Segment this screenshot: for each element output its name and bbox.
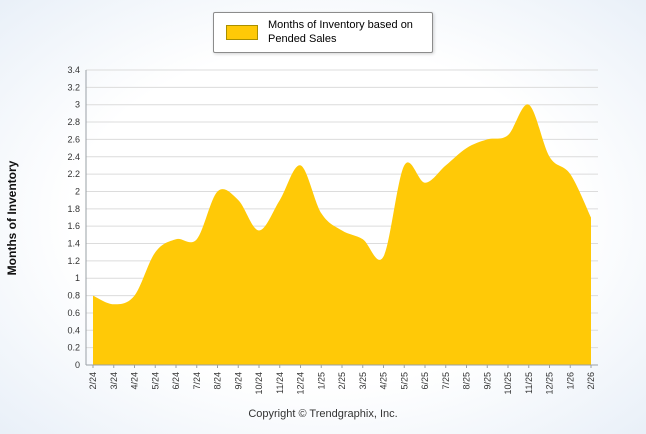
y-tick-label: 0.6 (67, 308, 80, 318)
axes (85, 70, 598, 368)
y-tick-label: 1.4 (67, 239, 80, 249)
y-tick-label: 3.4 (67, 65, 80, 75)
area-series (93, 104, 591, 366)
y-tick-label: 2.2 (67, 169, 80, 179)
x-tick-label: 2/26 (586, 372, 596, 390)
x-tick-label: 7/24 (192, 372, 202, 390)
x-tick-label: 2/25 (337, 372, 347, 390)
y-tick-label: 0.2 (67, 343, 80, 353)
x-tick-label: 4/24 (130, 372, 140, 390)
x-tick-label: 6/25 (420, 372, 430, 390)
legend-swatch-icon (226, 24, 258, 40)
y-tick-label: 1 (75, 273, 80, 283)
y-tick-label: 2 (75, 186, 80, 196)
y-tick-label: 0.8 (67, 291, 80, 301)
x-tick-label: 1/26 (565, 372, 575, 390)
x-tick-label: 5/25 (399, 372, 409, 390)
y-axis-title: Months of Inventory (5, 160, 19, 275)
x-tick-label: 11/25 (524, 372, 534, 394)
y-tick-label: 0.4 (67, 325, 80, 335)
y-tick-label: 2.4 (67, 152, 80, 162)
y-tick-label: 2.8 (67, 117, 80, 127)
x-tick-label: 12/24 (296, 372, 306, 395)
x-tick-label: 3/24 (109, 372, 119, 390)
legend-label: Months of Inventory based on Pended Sale… (268, 19, 413, 46)
x-tick-label: 7/25 (441, 372, 451, 390)
y-tick-label: 3 (75, 100, 80, 110)
inventory-area-chart: 0 0.2 0.4 0.6 0.8 1 1.2 1.4 1.6 1.8 2 2.2 2.4 2.6 2.8 3… (5, 65, 598, 395)
x-tick-label: 2/24 (88, 372, 98, 390)
y-tick-label: 0 (75, 360, 80, 370)
x-tick-label: 11/24 (275, 372, 285, 394)
x-tick-label: 8/25 (462, 372, 472, 390)
y-tick-label: 1.2 (67, 256, 80, 266)
x-tick-label: 10/25 (503, 372, 513, 395)
chart-legend: Months of Inventory based on Pended Sale… (213, 12, 433, 53)
x-tick-label: 12/25 (545, 372, 555, 395)
y-axis-tick-labels: 0 0.2 0.4 0.6 0.8 1 1.2 1.4 1.6 1.8 2 2.2 2.4 2.6 2.8 3… (67, 65, 80, 370)
x-tick-label: 8/24 (213, 372, 223, 390)
y-tick-label: 1.6 (67, 221, 80, 231)
x-axis-tick-labels: 2/24 3/24 4/24 5/24 6/24 7/24 8/24 9/24 10/24 11/… (88, 372, 596, 395)
x-tick-label: 4/25 (379, 372, 389, 390)
x-tick-label: 9/25 (482, 372, 492, 390)
y-tick-label: 3.2 (67, 82, 80, 92)
pended-sales-area (93, 104, 591, 366)
x-tick-label: 5/24 (150, 372, 160, 390)
x-tick-label: 9/24 (233, 372, 243, 390)
x-tick-label: 3/25 (358, 372, 368, 390)
x-tick-label: 6/24 (171, 372, 181, 390)
copyright-text: Copyright © Trendgraphix, Inc. (248, 408, 398, 420)
y-tick-label: 2.6 (67, 134, 80, 144)
x-tick-label: 1/25 (316, 372, 326, 390)
y-tick-label: 1.8 (67, 204, 80, 214)
x-tick-label: 10/24 (254, 372, 264, 395)
